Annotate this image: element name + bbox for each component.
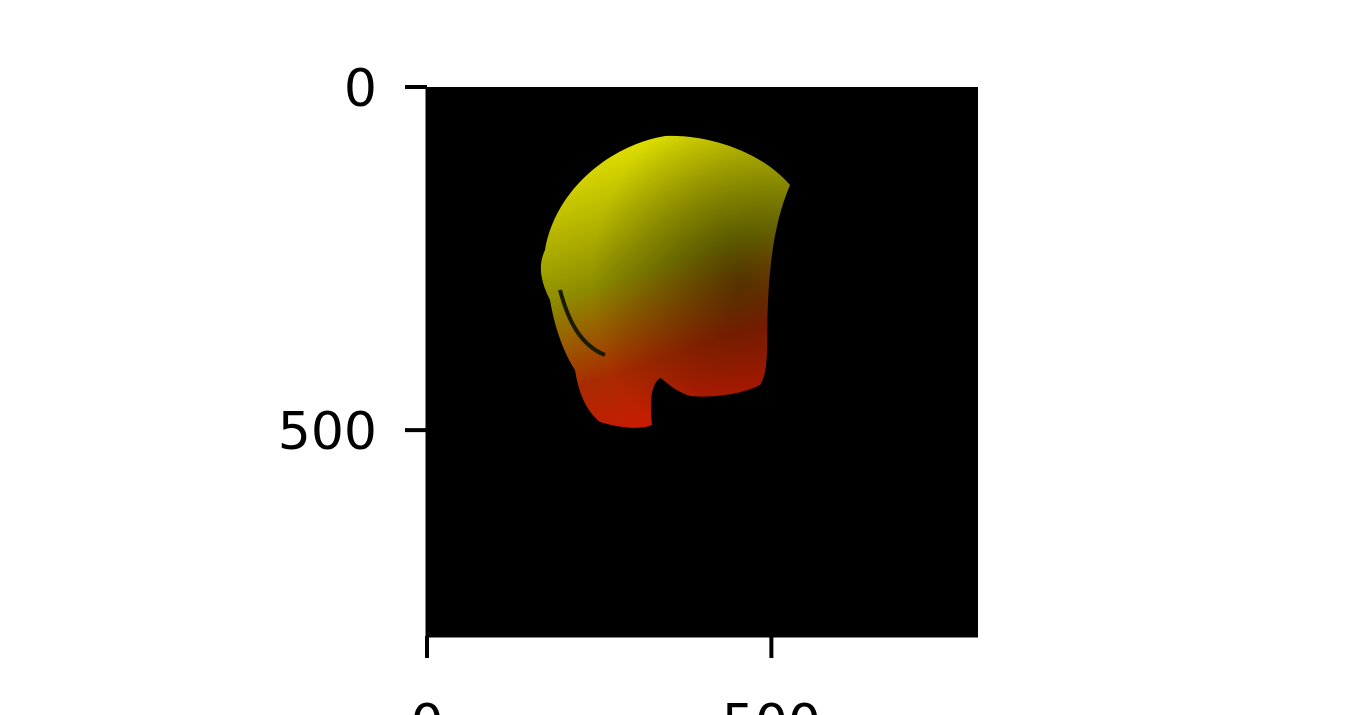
y-tick-label: 500	[278, 402, 377, 462]
skull-eye-socket	[558, 289, 606, 357]
x-tick-label: 0	[410, 694, 443, 715]
y-tick-label: 0	[344, 59, 377, 119]
x-tick-label: 500	[722, 694, 821, 715]
